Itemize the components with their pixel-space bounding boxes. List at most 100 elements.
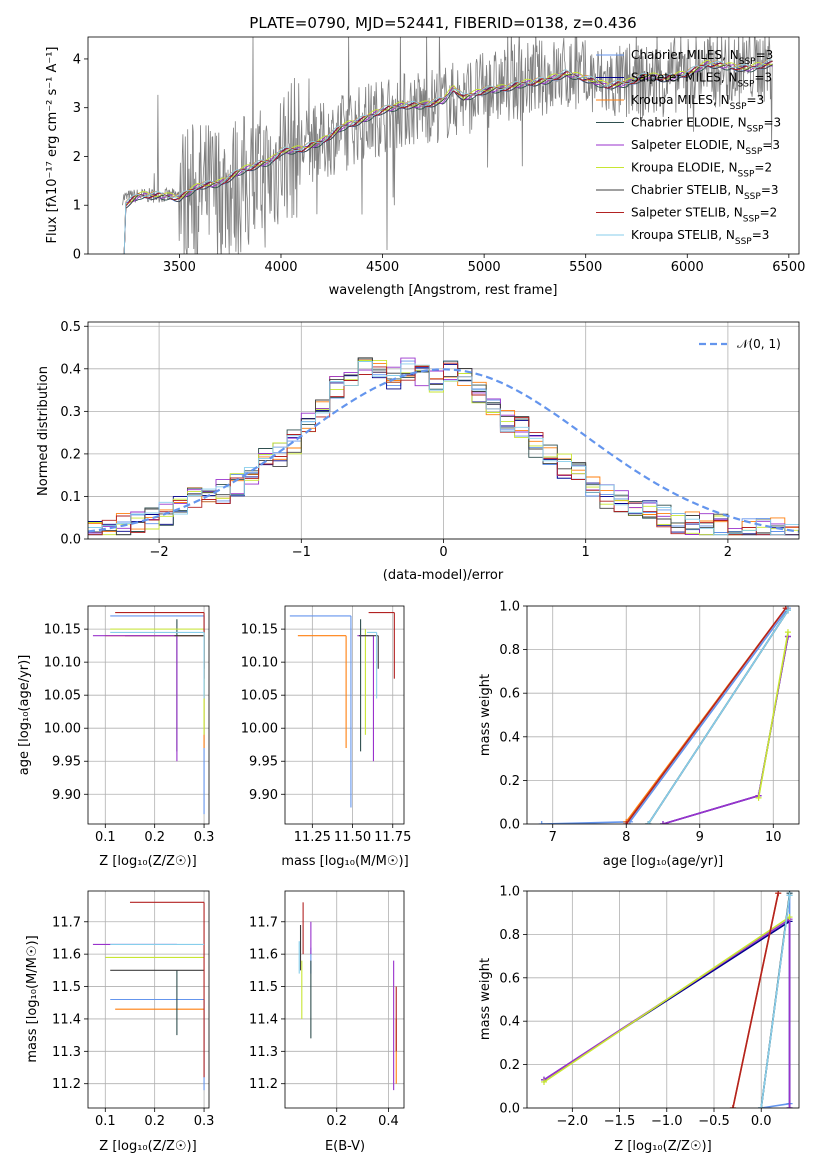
weight-z-marker	[786, 1105, 793, 1108]
mass-ebv-ytick-label: 11.2	[249, 1077, 278, 1092]
weight-age-marker	[623, 821, 630, 824]
mass-ebv-ytick-label: 11.3	[249, 1045, 278, 1060]
mass-z-ytick-label: 11.2	[52, 1077, 81, 1092]
mass-ebv-plot-area	[298, 902, 397, 1091]
age-mass-axes: 11.25 11.50 11.75 9.90 9.95 10.00 10.05 10.10 10…	[241, 605, 411, 845]
weight-age-xtick-label: 8	[622, 830, 630, 845]
weight-age-plot-area	[538, 606, 791, 824]
spectrum-plot-area	[122, 37, 773, 254]
spectrum-legend-label: Chabrier STELIB, NSSP=3	[631, 183, 779, 202]
spectrum-model-line	[122, 61, 773, 254]
spectrum-ytick-label: 4	[73, 52, 81, 67]
weight-age-frame	[526, 605, 800, 825]
mass-z-xtick-label: 0.3	[194, 1114, 215, 1129]
age-z-xtick-label: 0.3	[194, 830, 215, 845]
weight-z-ytick-label: 0.6	[499, 971, 520, 986]
weight-age-ytick-label: 0.6	[499, 687, 520, 702]
weight-z-xtick-label: −1.0	[651, 1114, 683, 1129]
age-z-ytick-label: 10.15	[44, 623, 81, 638]
residuals-axes: −2 −1 0 1 2 0.0 0.1 0.2 0.3 0.4 0.5	[60, 320, 800, 560]
age-mass-ytick-label: 9.90	[249, 788, 278, 803]
spectrum-legend-label: Kroupa MILES, NSSP=3	[631, 93, 764, 112]
weight-z-ytick-label: 0.2	[499, 1058, 520, 1073]
spectrum-ytick-label: 2	[73, 150, 81, 165]
mass-ebv-ytick-label: 11.5	[249, 980, 278, 995]
normal-curve	[88, 368, 799, 533]
weight-z-marker	[541, 1078, 547, 1085]
age-mass-ytick-label: 10.05	[241, 689, 278, 704]
residuals-xtick-label: 2	[724, 545, 732, 560]
weight-age-ytick-label: 0.0	[499, 818, 520, 833]
weight-age-line	[647, 609, 789, 824]
residual-histogram	[88, 361, 799, 536]
age-mass-ytick-label: 9.95	[249, 755, 278, 770]
spectrum-model-line	[122, 59, 773, 254]
weight-z-marker	[729, 1105, 736, 1108]
mass-z-axes: 0.1 0.2 0.3 11.2 11.3 11.4 11.5 11.6 11.7	[52, 890, 215, 1129]
weight-z-ytick-label: 1.0	[499, 885, 520, 900]
mass-z-ytick-label: 11.7	[52, 915, 81, 930]
residuals-ylabel: Normed distribution	[36, 366, 51, 496]
age-mass-ytick-label: 10.00	[241, 722, 278, 737]
spectrum-model-line	[122, 60, 773, 254]
mass-ebv-xtick-label: 0.4	[378, 1114, 399, 1129]
spectrum-xtick-label: 6500	[772, 260, 805, 275]
weight-z-xtick-label: −0.5	[698, 1114, 730, 1129]
mass-z-ytick-label: 11.6	[52, 948, 81, 963]
weight-age-line	[625, 607, 787, 824]
spectrum-frame	[87, 36, 800, 255]
residuals-xlabel: (data-model)/error	[383, 568, 504, 583]
weight-z-plot-area	[541, 891, 793, 1108]
age-z-xlabel: Z [log₁₀(Z/Z☉)]	[99, 854, 196, 869]
residuals-ytick-label: 0.0	[60, 533, 81, 548]
mass-ebv-axes: 0.2 0.4 11.2 11.3 11.4 11.5 11.6 11.7	[249, 890, 405, 1129]
age-z-xtick-label: 0.1	[95, 830, 116, 845]
age-z-frame	[87, 605, 210, 825]
spectrum-data-line	[122, 37, 773, 254]
weight-z-marker	[786, 914, 793, 921]
weight-age-xtick-label: 10	[765, 830, 782, 845]
mass-z-xtick-label: 0.2	[144, 1114, 165, 1129]
weight-age-line	[541, 607, 789, 824]
age-z-plot-area	[92, 612, 205, 815]
mass-z-plot-area	[92, 901, 205, 1091]
weight-z-xlabel: Z [log₁₀(Z/Z☉)]	[614, 1139, 711, 1154]
spectrum-model-line	[122, 61, 773, 254]
age-mass-xtick-label: 11.50	[334, 830, 371, 845]
age-z-ytick-label: 10.05	[44, 689, 81, 704]
weight-z-xtick-label: 0.0	[751, 1114, 772, 1129]
weight-z-ytick-label: 0.4	[499, 1015, 520, 1030]
mass-z-ytick-label: 11.3	[52, 1045, 81, 1060]
residuals-xtick-label: 1	[582, 545, 590, 560]
weight-age-ytick-label: 0.4	[499, 730, 520, 745]
weight-age-line	[757, 632, 789, 798]
weight-z-axes: −2.0 −1.5 −1.0 −0.5 0.0 0.0 0.2 0.4 0.6 0.8 1.0	[499, 885, 800, 1129]
mass-z-ytick-label: 11.5	[52, 980, 81, 995]
spectrum-ytick-label: 1	[73, 199, 81, 214]
mass-z-ytick-label: 11.4	[52, 1012, 81, 1027]
spectrum-xtick-label: 3500	[163, 260, 196, 275]
spectrum-legend-label: Kroupa STELIB, NSSP=3	[631, 228, 769, 247]
age-z-ytick-label: 10.10	[44, 656, 81, 671]
weight-age-ytick-label: 0.8	[499, 643, 520, 658]
residuals-xtick-label: −2	[150, 545, 169, 560]
spectrum-ytick-label: 3	[73, 101, 81, 116]
spectrum-legend-label: Salpeter STELIB, NSSP=2	[631, 206, 777, 225]
weight-age-axes: 7 8 9 10 0.0 0.2 0.4 0.6 0.8 1.0	[499, 600, 800, 845]
mass-z-xtick-label: 0.1	[95, 1114, 116, 1129]
weight-age-marker	[755, 794, 762, 801]
residuals-plot-area	[88, 357, 799, 536]
spectrum-axes: 3500 4000 4500 5000 5500 6000 6500 0 1 2 3 4	[73, 36, 805, 275]
weight-z-ylabel: mass weight	[478, 958, 493, 1040]
residuals-ytick-label: 0.3	[60, 405, 81, 420]
mass-ebv-ytick-label: 11.4	[249, 1012, 278, 1027]
age-z-ytick-label: 9.90	[52, 788, 81, 803]
spectrum-xtick-label: 6000	[671, 260, 704, 275]
normal-legend-label: 𝒩(0, 1)	[737, 337, 781, 351]
residuals-ytick-label: 0.1	[60, 490, 81, 505]
weight-age-marker	[645, 821, 652, 824]
age-z-ytick-label: 10.00	[44, 722, 81, 737]
weight-age-xtick-label: 7	[549, 830, 557, 845]
weight-z-line	[732, 893, 779, 1108]
